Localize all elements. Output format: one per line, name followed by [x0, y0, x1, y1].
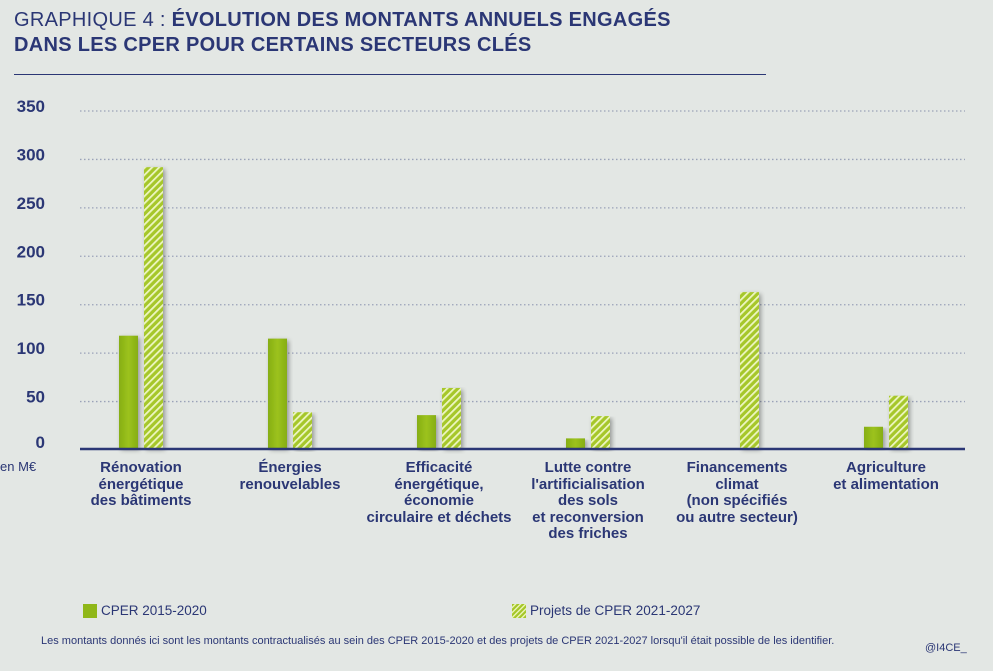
legend-item-cper-2015-2020: CPER 2015-2020	[83, 603, 207, 618]
legend-item-projets-cper-2021-2027: Projets de CPER 2021-2027	[512, 603, 700, 618]
bar-cper-2015-2020-1	[268, 338, 287, 448]
bar-projets-cper-2021-2027-3	[591, 416, 610, 448]
title-line-1: ÉVOLUTION DES MONTANTS ANNUELS ENGAGÉS	[171, 9, 671, 31]
y-axis-unit-label: en M€	[0, 459, 37, 474]
title-prefix: GRAPHIQUE 4 :	[14, 9, 172, 31]
bar-cper-2015-2020-5	[864, 426, 883, 448]
y-tick-label: 300	[17, 145, 45, 164]
x-category-label: Agriculture et alimentation	[833, 459, 939, 493]
legend-swatch-solid	[83, 603, 97, 618]
bar-projets-cper-2021-2027-0	[144, 167, 163, 449]
y-tick-label: 350	[17, 97, 45, 116]
footnote: Les montants donnés ici sont les montant…	[41, 635, 835, 647]
x-category-label: Énergies renouvelables	[239, 459, 341, 493]
x-category-label: Rénovation énergétique des bâtiments	[90, 459, 192, 509]
bar-projets-cper-2021-2027-2	[442, 388, 461, 448]
y-tick-label: 50	[26, 388, 45, 407]
x-category-label: Lutte contre l'artificialisation des sol…	[531, 459, 645, 542]
bar-projets-cper-2021-2027-1	[293, 412, 312, 448]
y-tick-label: 200	[17, 242, 45, 261]
x-category-label: Financements climat (non spécifiés ou au…	[676, 459, 798, 526]
y-tick-label: 150	[17, 291, 45, 310]
bar-projets-cper-2021-2027-4	[740, 292, 759, 448]
legend-label: CPER 2015-2020	[101, 603, 207, 618]
y-tick-label: 250	[17, 194, 45, 213]
title-line-2: DANS LES CPER POUR CERTAINS SECTEURS CLÉ…	[14, 34, 532, 56]
title-divider	[14, 74, 766, 75]
bar-cper-2015-2020-2	[417, 415, 436, 448]
legend-swatch-hatched	[512, 603, 526, 618]
y-tick-label: 100	[17, 339, 45, 358]
bar-cper-2015-2020-3	[566, 438, 585, 448]
y-tick-label: 0	[36, 433, 45, 452]
x-category-label: Efficacité énergétique, économie circula…	[366, 459, 512, 526]
legend-label: Projets de CPER 2021-2027	[530, 603, 701, 618]
bar-projets-cper-2021-2027-5	[889, 395, 908, 448]
chart-title: GRAPHIQUE 4 : ÉVOLUTION DES MONTANTS ANN…	[14, 8, 671, 58]
bar-cper-2015-2020-0	[119, 335, 138, 448]
credit-handle: @I4CE_	[925, 642, 967, 654]
